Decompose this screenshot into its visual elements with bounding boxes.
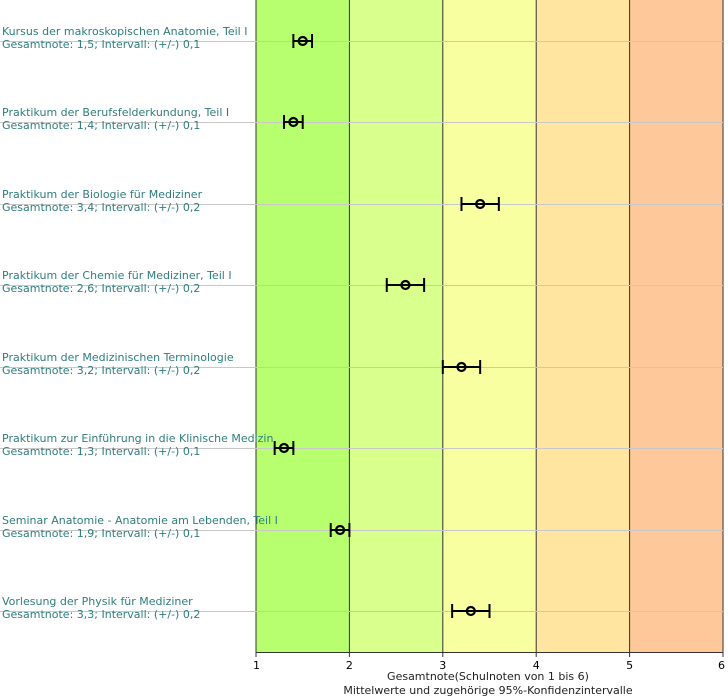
x-tick-label: 5 bbox=[626, 659, 633, 672]
mean-point bbox=[475, 198, 486, 210]
course-grade-label: Gesamtnote: 3,2; Intervall: (+/-) 0,2 bbox=[2, 364, 200, 377]
grade-band-5 bbox=[629, 0, 723, 652]
course-name: Vorlesung der Physik für Mediziner bbox=[2, 595, 193, 608]
grade-band-3 bbox=[442, 0, 537, 652]
course-row: Kursus der makroskopischen Anatomie, Tei… bbox=[2, 25, 314, 51]
grade-band-1 bbox=[256, 0, 350, 652]
mean-point bbox=[297, 35, 308, 47]
x-tick-label: 2 bbox=[346, 659, 353, 672]
x-axis-title: Gesamtnote(Schulnoten von 1 bis 6) bbox=[387, 670, 589, 683]
course-row: Praktikum der Biologie für MedizinerGesa… bbox=[2, 188, 500, 214]
mean-point bbox=[278, 442, 290, 454]
course-row: Praktikum zur Einführung in die Klinisch… bbox=[2, 432, 295, 458]
mean-point bbox=[465, 605, 476, 617]
chart-subtitle: Mittelwerte und zugehörige 95%-Konfidenz… bbox=[343, 684, 633, 697]
course-grade-label: Gesamtnote: 1,9; Intervall: (+/-) 0,1 bbox=[2, 527, 200, 540]
x-tick-label: 4 bbox=[533, 659, 540, 672]
course-row: Seminar Anatomie - Anatomie am Lebenden,… bbox=[2, 514, 351, 540]
mean-point bbox=[456, 361, 467, 373]
x-axis: 1 2 3 4 5 6 bbox=[253, 652, 725, 672]
course-name: Praktikum zur Einführung in die Klinisch… bbox=[2, 432, 273, 445]
mean-point bbox=[334, 524, 346, 536]
x-tick-label: 6 bbox=[718, 659, 725, 672]
course-grade-label: Gesamtnote: 1,3; Intervall: (+/-) 0,1 bbox=[2, 445, 200, 458]
course-row: Vorlesung der Physik für MedizinerGesamt… bbox=[2, 595, 491, 621]
course-name: Kursus der makroskopischen Anatomie, Tei… bbox=[2, 25, 247, 38]
course-row: Praktikum der Medizinischen Terminologie… bbox=[2, 351, 482, 377]
course-grade-label: Gesamtnote: 1,4; Intervall: (+/-) 0,1 bbox=[2, 119, 200, 132]
grade-bands bbox=[256, 0, 723, 652]
course-grade-label: Gesamtnote: 3,4; Intervall: (+/-) 0,2 bbox=[2, 201, 200, 214]
course-grade-label: Gesamtnote: 2,6; Intervall: (+/-) 0,2 bbox=[2, 282, 200, 295]
course-name: Praktikum der Berufsfelderkundung, Teil … bbox=[2, 106, 229, 119]
course-row: Praktikum der Chemie für Mediziner, Teil… bbox=[2, 269, 426, 295]
course-name: Praktikum der Biologie für Mediziner bbox=[2, 188, 203, 201]
gridlines bbox=[0, 0, 724, 652]
grade-band-2 bbox=[349, 0, 443, 652]
mean-point bbox=[400, 279, 411, 291]
course-grade-label: Gesamtnote: 1,5; Intervall: (+/-) 0,1 bbox=[2, 38, 200, 51]
x-tick-label: 1 bbox=[253, 659, 260, 672]
grade-band-4 bbox=[536, 0, 630, 652]
x-tick-label: 3 bbox=[439, 659, 446, 672]
course-grade-label: Gesamtnote: 3,3; Intervall: (+/-) 0,2 bbox=[2, 608, 200, 621]
course-name: Praktikum der Chemie für Mediziner, Teil… bbox=[2, 269, 232, 282]
course-name: Praktikum der Medizinischen Terminologie bbox=[2, 351, 234, 364]
course-rows: Kursus der makroskopischen Anatomie, Tei… bbox=[2, 25, 500, 621]
course-name: Seminar Anatomie - Anatomie am Lebenden,… bbox=[2, 514, 278, 527]
course-row: Praktikum der Berufsfelderkundung, Teil … bbox=[2, 106, 304, 132]
mean-point bbox=[288, 116, 299, 128]
